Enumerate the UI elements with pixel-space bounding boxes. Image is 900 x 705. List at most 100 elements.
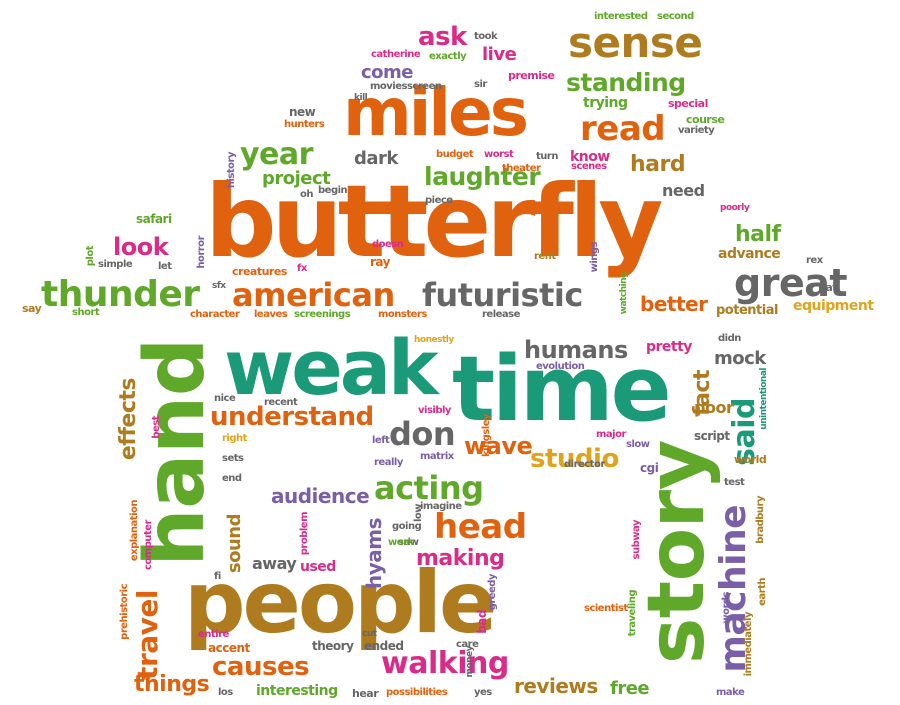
cloud-word: horror [196,236,207,269]
cloud-word: computer [143,520,154,570]
cloud-word: monsters [378,309,427,320]
cloud-word: dark [354,148,398,169]
cloud-word: saw [398,537,419,548]
cloud-word: matrix [420,451,454,462]
cloud-word: fx [297,263,307,274]
cloud-word: ask [418,22,467,52]
cloud-word: unintentional [759,368,769,430]
cloud-word: major [596,429,626,440]
cloud-word: hyams [362,518,386,590]
cloud-word: safari [136,212,172,226]
cloud-word: going [392,521,422,532]
cloud-word: need [662,181,705,200]
cloud-word: bradbury [755,496,766,544]
cloud-word: butterfly [205,163,663,280]
cloud-word: cut [362,629,377,639]
cloud-word: studio [530,444,619,474]
cloud-word: screenings [294,309,351,320]
cloud-word: traveling [627,590,638,637]
cloud-word: nice [214,393,236,404]
cloud-word: explanation [129,500,140,562]
cloud-word: advance [718,246,781,262]
cloud-word: earth [757,578,768,606]
cloud-word: ray [370,255,390,269]
cloud-word: laughter [424,162,541,191]
cloud-word: leaves [254,309,288,320]
cloud-word: walking [381,646,509,681]
cloud-word: let [158,261,172,272]
cloud-word: test [724,477,745,488]
cloud-word: acting [374,469,484,507]
cloud-word: words [721,592,732,624]
cloud-word: theater [502,163,541,174]
cloud-word: interested [594,11,648,22]
cloud-word: reviews [514,674,598,698]
cloud-word: director [564,459,605,470]
cloud-word: project [262,168,331,189]
cloud-word: watching [619,272,629,315]
cloud-word: effects [116,378,141,461]
cloud-word: simple [98,259,133,270]
cloud-word: care [456,639,479,650]
cloud-word: didn [718,333,741,344]
cloud-word: don [389,415,456,453]
cloud-word: sir [474,79,487,90]
cloud-word: rex [806,255,823,266]
cloud-word: character [190,309,240,320]
cloud-word: scenes [571,161,607,172]
cloud-word: course [686,113,725,126]
cloud-word: entire [198,629,229,640]
cloud-word: sfx [212,281,226,291]
cloud-word: theory [312,639,354,653]
cloud-word: scientist [584,603,628,614]
cloud-word: know [570,149,610,165]
cloud-word: interesting [256,683,338,699]
cloud-word: thunder [41,274,200,315]
cloud-word: bad [475,610,489,634]
cloud-word: standing [566,68,686,97]
cloud-word: weak [224,323,439,412]
cloud-word: immediately [743,612,754,677]
cloud-word: accent [208,641,250,655]
cloud-word: moviesscreen [370,81,442,92]
cloud-word: free [610,678,650,699]
cloud-word: worst [484,149,514,160]
cloud-word: sense [568,18,703,67]
cloud-word: plot [85,246,96,267]
cloud-word: people [184,553,497,653]
cloud-word: used [300,559,336,575]
cloud-word: travel [131,590,164,680]
cloud-word: begin [318,185,348,196]
cloud-word: piece [425,195,453,206]
cloud-word: sets [222,453,244,464]
cloud-word: new [289,105,316,119]
cloud-word: possibilities [386,687,448,698]
cloud-word: wave [464,432,533,460]
cloud-word: really [374,457,403,468]
cloud-word: catherine [371,49,421,60]
cloud-word: budget [436,149,474,160]
cloud-word: visibly [418,405,451,416]
cloud-word: yes [474,687,492,698]
cloud-word: kill [354,93,368,103]
cloud-word: premise [508,69,555,82]
cloud-word: say [22,302,42,315]
cloud-word: release [482,309,520,320]
cloud-word: hunters [284,119,325,130]
cloud-word: understand [210,402,374,432]
cloud-word: come [361,62,414,83]
cloud-word: half [735,222,781,247]
cloud-word: history [226,152,237,189]
cloud-word: special [668,97,708,110]
cloud-word: prehistoric [119,584,130,640]
cloud-word: hard [630,152,686,177]
cloud-word: audience [271,484,370,508]
cloud-word: script [694,429,730,443]
cloud-word: fi [214,571,221,582]
cloud-word: second [657,11,694,22]
cloud-word: subway [631,520,642,560]
cloud-word: poorly [720,203,750,213]
cloud-word: los [218,687,233,698]
cloud-word: make [716,687,745,698]
